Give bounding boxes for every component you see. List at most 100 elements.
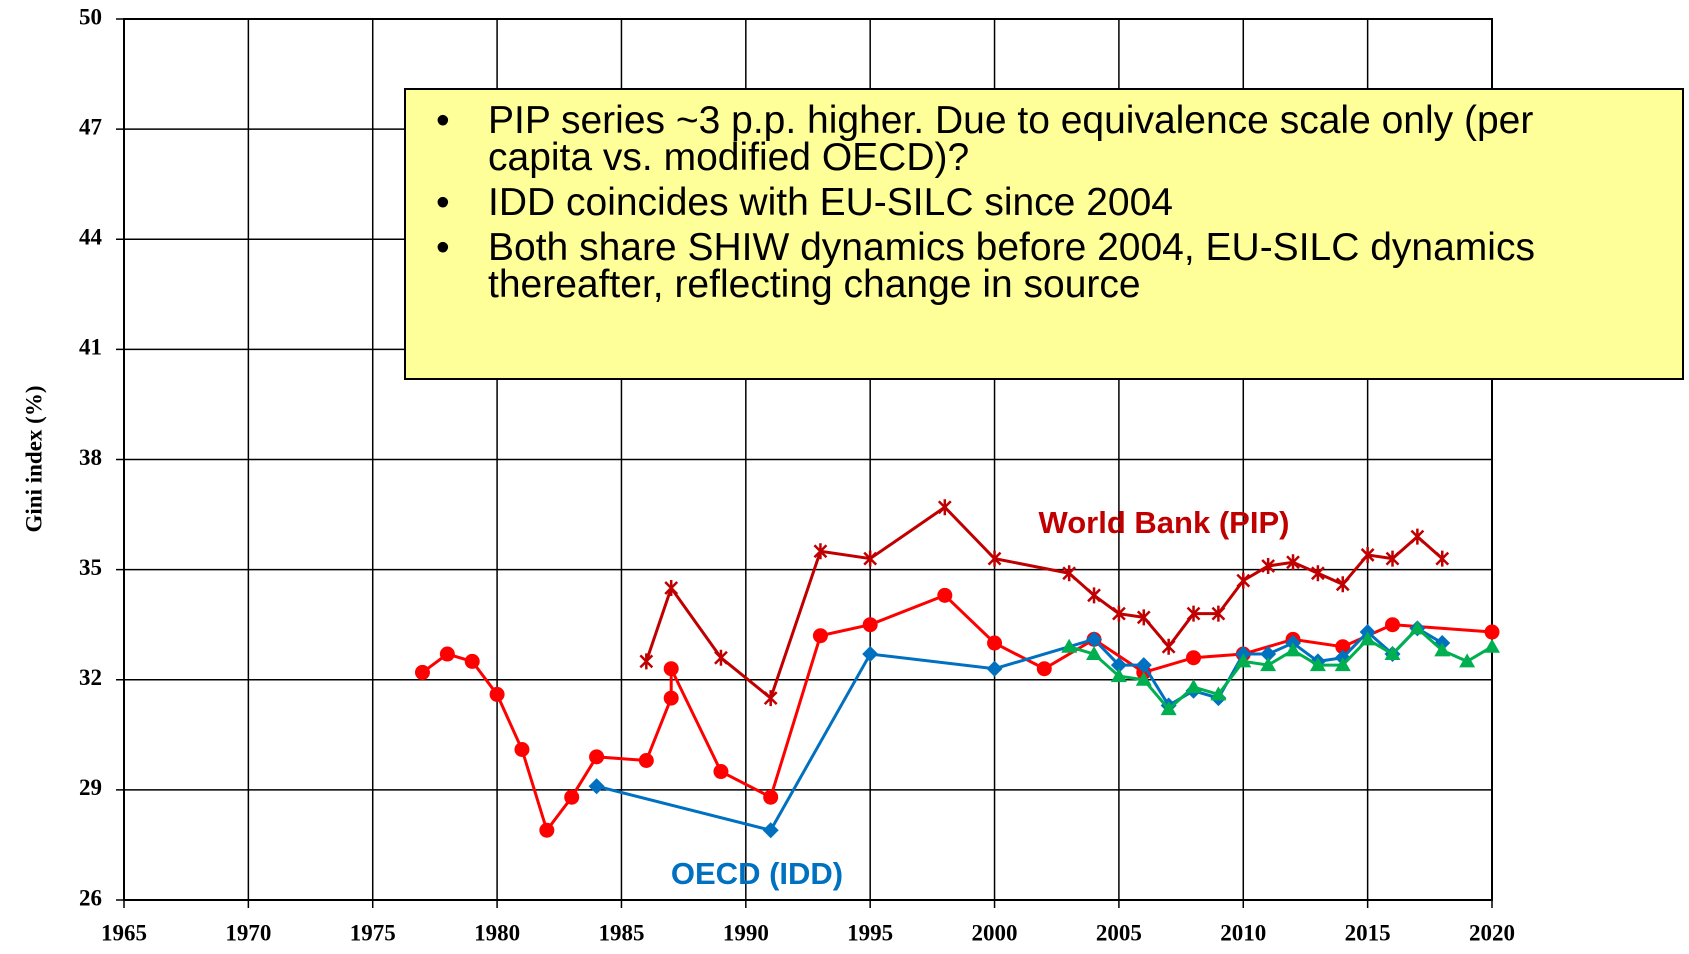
- point: [414, 664, 430, 680]
- point: [564, 789, 580, 805]
- y-tick-label: 38: [79, 445, 102, 470]
- x-tick-label: 1965: [101, 920, 147, 945]
- point: [664, 579, 679, 596]
- point: [1286, 554, 1300, 571]
- point: [1136, 609, 1151, 626]
- annotation-list: PIP series ~3 p.p. higher. Due to equiva…: [436, 101, 1642, 304]
- series-label: OECD (IDD): [671, 856, 843, 891]
- point: [464, 653, 480, 669]
- point: [1062, 565, 1077, 582]
- point: [1112, 605, 1126, 622]
- point: [1086, 646, 1103, 661]
- x-tick-label: 2010: [1220, 920, 1266, 945]
- point: [663, 661, 679, 677]
- series-line: [1068, 626, 1493, 712]
- point: [1385, 550, 1400, 567]
- x-tick-label: 2015: [1345, 920, 1391, 945]
- point: [763, 789, 779, 805]
- x-tick-label: 1995: [847, 920, 893, 945]
- point: [937, 587, 953, 603]
- annotation: PIP series ~3 p.p. higher. Due to equiva…: [436, 101, 1642, 177]
- point: [639, 653, 654, 670]
- series-line: [421, 593, 1493, 834]
- plot-frame: [123, 18, 1493, 901]
- point: [1285, 642, 1302, 657]
- point: [1309, 657, 1326, 672]
- point: [987, 550, 1002, 567]
- x-tick-label: 1990: [723, 920, 769, 945]
- point: [1260, 646, 1277, 663]
- point: [1334, 657, 1351, 672]
- x-tick-label: 1970: [225, 920, 271, 945]
- point: [439, 646, 455, 662]
- point: [1236, 572, 1251, 589]
- point: [1061, 638, 1078, 653]
- point: [1110, 668, 1127, 683]
- point: [1186, 650, 1202, 666]
- x-tick-label: 2000: [972, 920, 1018, 945]
- point: [1211, 605, 1226, 622]
- y-axis-label: Gini index (%): [21, 386, 46, 533]
- x-tick-label: 2005: [1096, 920, 1142, 945]
- point: [813, 543, 828, 560]
- point: [1186, 605, 1201, 622]
- annotation: IDD coincides with EU-SILC since 2004: [436, 183, 1642, 222]
- y-tick-label: 41: [79, 335, 102, 360]
- point: [1110, 657, 1127, 674]
- point: [1385, 617, 1401, 633]
- point: [1087, 587, 1101, 604]
- point: [539, 822, 555, 838]
- point: [663, 690, 679, 706]
- series-label: World Bank (PIP): [1039, 505, 1290, 540]
- x-tick-label: 1980: [474, 920, 520, 945]
- point: [987, 635, 1003, 651]
- point: [1135, 657, 1152, 674]
- x-tick-label: 2020: [1469, 920, 1515, 945]
- point: [1086, 631, 1103, 648]
- point: [812, 628, 828, 644]
- point: [589, 749, 605, 765]
- y-tick-label: 47: [79, 114, 102, 139]
- point: [1135, 671, 1152, 686]
- point: [862, 617, 878, 633]
- point: [1036, 661, 1052, 677]
- point: [588, 778, 605, 795]
- point: [1435, 550, 1450, 567]
- point: [1235, 653, 1252, 668]
- x-tick-label: 1975: [350, 920, 396, 945]
- annotation-box: PIP series ~3 p.p. higher. Due to equiva…: [404, 88, 1684, 380]
- y-tick-label: 44: [79, 225, 103, 250]
- point: [1260, 657, 1277, 672]
- y-tick-label: 35: [79, 555, 102, 580]
- point: [762, 822, 779, 839]
- point: [1160, 701, 1177, 716]
- point: [638, 753, 654, 769]
- point: [986, 660, 1003, 677]
- y-tick-label: 29: [79, 775, 102, 800]
- point: [1484, 624, 1500, 640]
- point: [1311, 565, 1325, 582]
- point: [1484, 638, 1500, 653]
- point: [863, 550, 878, 567]
- y-tick-label: 32: [79, 665, 102, 690]
- point: [1459, 653, 1476, 668]
- point: [1335, 639, 1351, 655]
- point: [1359, 631, 1376, 646]
- point: [1161, 638, 1176, 655]
- annotation: Both share SHIW dynamics before 2004, EU…: [436, 228, 1642, 304]
- point: [1434, 642, 1451, 657]
- point: [937, 499, 952, 516]
- point: [714, 649, 728, 666]
- x-tick-label: 1985: [598, 920, 644, 945]
- point: [713, 764, 729, 780]
- point: [1410, 528, 1425, 545]
- point: [1185, 679, 1202, 694]
- point: [862, 646, 879, 663]
- y-tick-label: 26: [79, 885, 102, 910]
- y-tick-label: 50: [79, 4, 102, 29]
- point: [1210, 686, 1227, 701]
- point: [1261, 557, 1276, 574]
- point: [1409, 620, 1426, 635]
